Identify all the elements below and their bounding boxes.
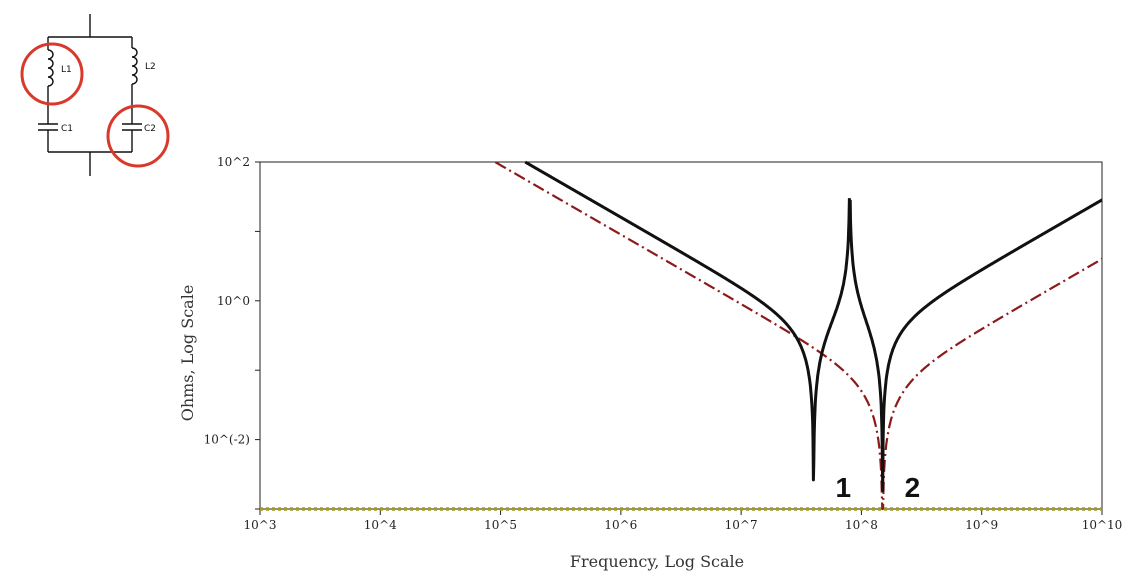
series-line-1 <box>494 161 1103 511</box>
series-line-2 <box>524 160 1104 492</box>
x-tick-label-2: 10^5 <box>484 518 517 532</box>
highlight-circle-c2 <box>106 104 170 168</box>
label-c2: C2 <box>144 124 156 134</box>
x-tick-label-1: 10^4 <box>364 518 397 532</box>
label-c1: C1 <box>61 124 73 134</box>
x-tick-label-5: 10^8 <box>845 518 878 532</box>
plot-area <box>259 161 1103 510</box>
axis-ticks <box>255 161 1103 515</box>
x-tick-label-4: 10^7 <box>725 518 758 532</box>
y-axis-title: Ohms, Log Scale <box>178 285 197 422</box>
label-l1: L1 <box>61 65 72 75</box>
resonance-label-2: 2 <box>905 472 921 503</box>
x-tick-label-0: 10^3 <box>244 518 277 532</box>
highlight-circle-l1 <box>20 42 84 106</box>
y-tick-label-1: 10^0 <box>217 294 250 308</box>
inductor-l2-coil <box>131 47 138 85</box>
y-tick-label-2: 10^(-2) <box>204 433 250 447</box>
plot-frame <box>259 161 1103 510</box>
resonance-label-1: 1 <box>836 472 852 503</box>
circuit-schematic <box>20 14 170 176</box>
inductor-l1-coil <box>47 49 54 87</box>
x-tick-label-3: 10^6 <box>604 518 637 532</box>
x-tick-label-7: 10^10 <box>1082 518 1123 532</box>
label-l2: L2 <box>145 62 156 72</box>
series-group <box>258 160 1104 511</box>
x-axis-title: Frequency, Log Scale <box>570 552 744 571</box>
tick-labels: 10^3 10^4 10^5 10^6 10^7 10^8 10^9 10^10 10^2 10^… <box>204 155 1123 532</box>
y-tick-label-0: 10^2 <box>217 155 250 169</box>
x-tick-label-6: 10^9 <box>965 518 998 532</box>
